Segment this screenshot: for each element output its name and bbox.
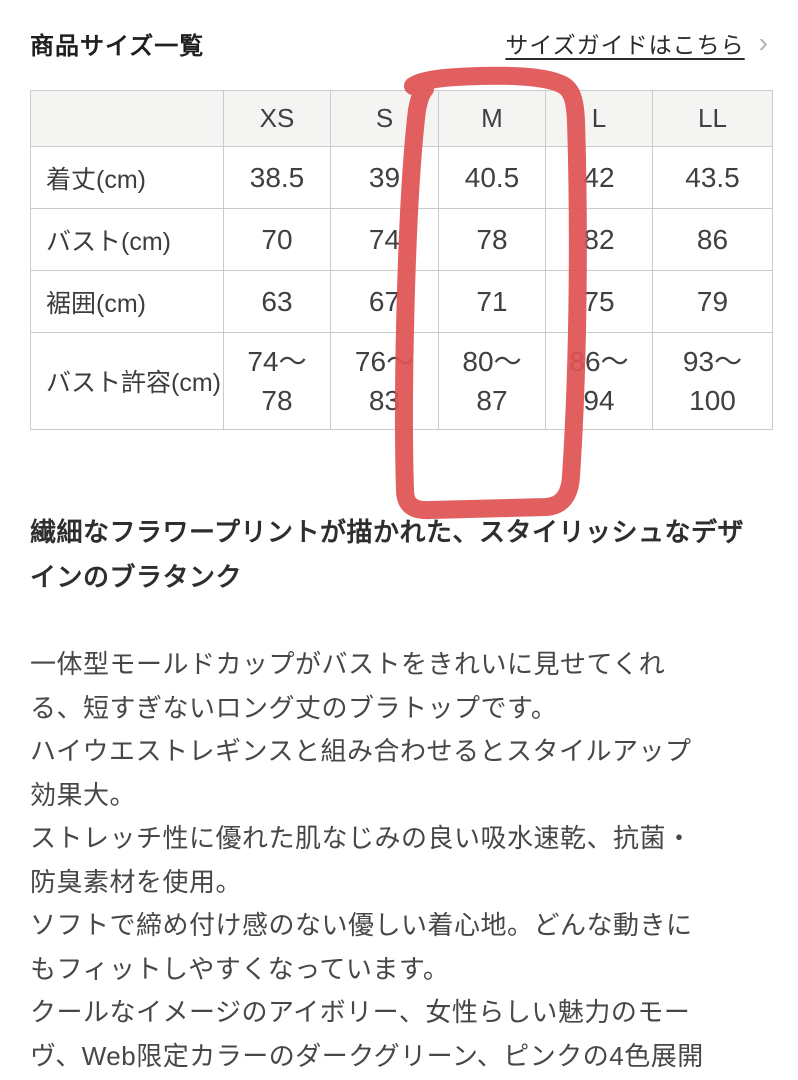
table-row-length: 着丈(cm) 38.5 39 40.5 42 43.5 xyxy=(30,146,773,209)
row-label-length: 着丈(cm) xyxy=(30,146,224,209)
size-cell: 70 xyxy=(223,208,331,271)
chevron-right-icon[interactable]: › xyxy=(758,27,768,58)
description-line: 防臭素材を使用。 xyxy=(30,866,243,897)
product-size-page: 商品サイズ一覧 サイズガイドはこちら › XS S M L LL 着丈(cm) … xyxy=(0,26,798,1080)
size-column-ll: LL xyxy=(652,90,773,147)
description-line: もフィットしやすくなっています。 xyxy=(30,953,450,984)
size-cell: 67 xyxy=(330,270,439,333)
size-cell: 71 xyxy=(438,270,546,333)
size-cell: 76〜 83 xyxy=(330,332,439,430)
table-row-bust-tolerance: バスト許容(cm) 74〜 78 76〜 83 80〜 87 86〜 94 93… xyxy=(30,332,773,430)
size-column-m: M xyxy=(438,90,546,147)
size-cell: 43.5 xyxy=(652,146,773,209)
size-section-header: 商品サイズ一覧 サイズガイドはこちら › xyxy=(30,26,768,60)
size-cell: 86〜 94 xyxy=(545,332,653,430)
product-description: 一体型モールドカップがバストをきれいに見せてくれ る、短すぎないロング丈のブラト… xyxy=(30,643,768,1080)
size-cell: 78 xyxy=(438,208,546,271)
description-line: クールなイメージのアイボリー、女性らしい魅力のモー xyxy=(30,997,691,1027)
size-table-corner-cell xyxy=(30,90,224,147)
size-cell: 74 xyxy=(330,208,439,271)
description-line: ソフトで締め付け感のない優しい着心地。どんな動きに xyxy=(30,910,693,940)
row-label-hem: 裾囲(cm) xyxy=(30,270,224,333)
size-cell: 63 xyxy=(223,270,331,333)
size-table-header-row: XS S M L LL xyxy=(30,90,773,147)
size-cell: 38.5 xyxy=(223,146,331,209)
size-cell: 74〜 78 xyxy=(223,332,331,430)
product-description-heading: 繊細なフラワープリントが描かれた、スタイリッシュなデザインのブラタンク xyxy=(30,517,744,592)
description-line: る、短すぎないロング丈のブラトップです。 xyxy=(30,692,558,723)
size-table: XS S M L LL 着丈(cm) 38.5 39 40.5 42 43.5 … xyxy=(30,90,773,430)
size-guide-link[interactable]: サイズガイドはこちら xyxy=(505,32,745,58)
size-cell: 86 xyxy=(652,208,773,271)
description-line: ストレッチ性に優れた肌なじみの良い吸水速乾、抗菌・ xyxy=(30,823,693,853)
table-row-hem: 裾囲(cm) 63 67 71 75 79 xyxy=(30,270,773,333)
size-cell: 75 xyxy=(545,270,653,333)
page-title: 商品サイズ一覧 xyxy=(30,32,205,60)
table-row-bust: バスト(cm) 70 74 78 82 86 xyxy=(30,208,773,271)
description-line: 一体型モールドカップがバストをきれいに見せてくれ xyxy=(30,649,666,679)
size-cell: 79 xyxy=(652,270,773,333)
size-column-xs: XS xyxy=(223,90,331,147)
row-label-bust-tolerance: バスト許容(cm) xyxy=(30,332,224,430)
size-column-l: L xyxy=(545,90,653,147)
description-line: 効果大。 xyxy=(30,779,137,810)
size-cell: 40.5 xyxy=(438,146,546,209)
description-line: ハイウエストレギンスと組み合わせるとスタイルアップ xyxy=(30,736,692,766)
size-column-s: S xyxy=(330,90,439,147)
size-cell: 42 xyxy=(545,146,653,209)
row-label-bust: バスト(cm) xyxy=(30,208,224,271)
size-cell: 80〜 87 xyxy=(438,332,546,430)
size-cell: 82 xyxy=(545,208,653,271)
size-cell: 93〜 100 xyxy=(652,332,773,430)
size-cell: 39 xyxy=(330,146,439,209)
description-line: ヴ、Web限定カラーのダークグリーン、ピンクの4色展開 xyxy=(30,1040,704,1071)
